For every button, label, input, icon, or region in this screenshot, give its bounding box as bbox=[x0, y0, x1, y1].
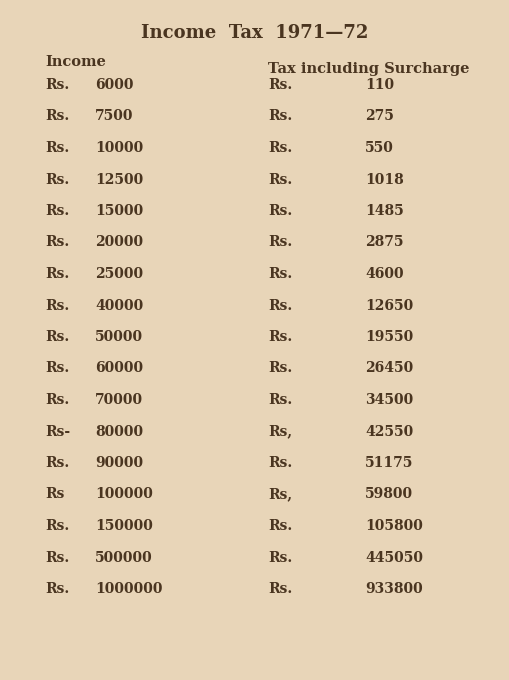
Text: Rs.: Rs. bbox=[45, 78, 69, 92]
Text: Rs.: Rs. bbox=[267, 551, 292, 564]
Text: Rs.: Rs. bbox=[45, 299, 69, 313]
Text: Rs.: Rs. bbox=[267, 141, 292, 155]
Text: Rs.: Rs. bbox=[267, 173, 292, 186]
Text: Income: Income bbox=[45, 55, 106, 69]
Text: 20000: 20000 bbox=[95, 235, 143, 250]
Text: 933800: 933800 bbox=[364, 582, 422, 596]
Text: Rs.: Rs. bbox=[45, 456, 69, 470]
Text: Rs.: Rs. bbox=[45, 551, 69, 564]
Text: 26450: 26450 bbox=[364, 362, 412, 375]
Text: 1485: 1485 bbox=[364, 204, 403, 218]
Text: Rs.: Rs. bbox=[45, 330, 69, 344]
Text: Rs.: Rs. bbox=[45, 204, 69, 218]
Text: 70000: 70000 bbox=[95, 393, 143, 407]
Text: Rs.: Rs. bbox=[267, 204, 292, 218]
Text: 100000: 100000 bbox=[95, 488, 153, 502]
Text: Rs.: Rs. bbox=[45, 141, 69, 155]
Text: 90000: 90000 bbox=[95, 456, 143, 470]
Text: 550: 550 bbox=[364, 141, 393, 155]
Text: 51175: 51175 bbox=[364, 456, 413, 470]
Text: 6000: 6000 bbox=[95, 78, 133, 92]
Text: Rs.: Rs. bbox=[45, 582, 69, 596]
Text: Rs.: Rs. bbox=[267, 362, 292, 375]
Text: 42550: 42550 bbox=[364, 424, 412, 439]
Text: 12500: 12500 bbox=[95, 173, 143, 186]
Text: 150000: 150000 bbox=[95, 519, 153, 533]
Text: Rs.: Rs. bbox=[267, 78, 292, 92]
Text: Rs.: Rs. bbox=[267, 330, 292, 344]
Text: Rs: Rs bbox=[45, 488, 64, 502]
Text: 19550: 19550 bbox=[364, 330, 412, 344]
Text: 110: 110 bbox=[364, 78, 393, 92]
Text: Rs.: Rs. bbox=[45, 393, 69, 407]
Text: 445050: 445050 bbox=[364, 551, 422, 564]
Text: 50000: 50000 bbox=[95, 330, 143, 344]
Text: Rs.: Rs. bbox=[267, 519, 292, 533]
Text: Rs.: Rs. bbox=[267, 267, 292, 281]
Text: Rs,: Rs, bbox=[267, 424, 292, 439]
Text: Rs.: Rs. bbox=[45, 519, 69, 533]
Text: Rs.: Rs. bbox=[45, 267, 69, 281]
Text: 2875: 2875 bbox=[364, 235, 403, 250]
Text: 7500: 7500 bbox=[95, 109, 133, 124]
Text: Rs-: Rs- bbox=[45, 424, 70, 439]
Text: 15000: 15000 bbox=[95, 204, 143, 218]
Text: Rs.: Rs. bbox=[45, 362, 69, 375]
Text: Rs.: Rs. bbox=[45, 109, 69, 124]
Text: 12650: 12650 bbox=[364, 299, 412, 313]
Text: Rs.: Rs. bbox=[267, 235, 292, 250]
Text: 10000: 10000 bbox=[95, 141, 143, 155]
Text: Rs.: Rs. bbox=[267, 582, 292, 596]
Text: 40000: 40000 bbox=[95, 299, 143, 313]
Text: Tax including Surcharge: Tax including Surcharge bbox=[267, 62, 469, 76]
Text: Rs,: Rs, bbox=[267, 488, 292, 502]
Text: Rs.: Rs. bbox=[45, 235, 69, 250]
Text: 1018: 1018 bbox=[364, 173, 403, 186]
Text: Rs.: Rs. bbox=[45, 173, 69, 186]
Text: 1000000: 1000000 bbox=[95, 582, 162, 596]
Text: 500000: 500000 bbox=[95, 551, 153, 564]
Text: 34500: 34500 bbox=[364, 393, 412, 407]
Text: Income  Tax  1971—72: Income Tax 1971—72 bbox=[141, 24, 368, 42]
Text: 60000: 60000 bbox=[95, 362, 143, 375]
Text: Rs.: Rs. bbox=[267, 109, 292, 124]
Text: 4600: 4600 bbox=[364, 267, 403, 281]
Text: 275: 275 bbox=[364, 109, 393, 124]
Text: Rs.: Rs. bbox=[267, 299, 292, 313]
Text: 25000: 25000 bbox=[95, 267, 143, 281]
Text: 59800: 59800 bbox=[364, 488, 412, 502]
Text: Rs.: Rs. bbox=[267, 456, 292, 470]
Text: 105800: 105800 bbox=[364, 519, 422, 533]
Text: Rs.: Rs. bbox=[267, 393, 292, 407]
Text: 80000: 80000 bbox=[95, 424, 143, 439]
